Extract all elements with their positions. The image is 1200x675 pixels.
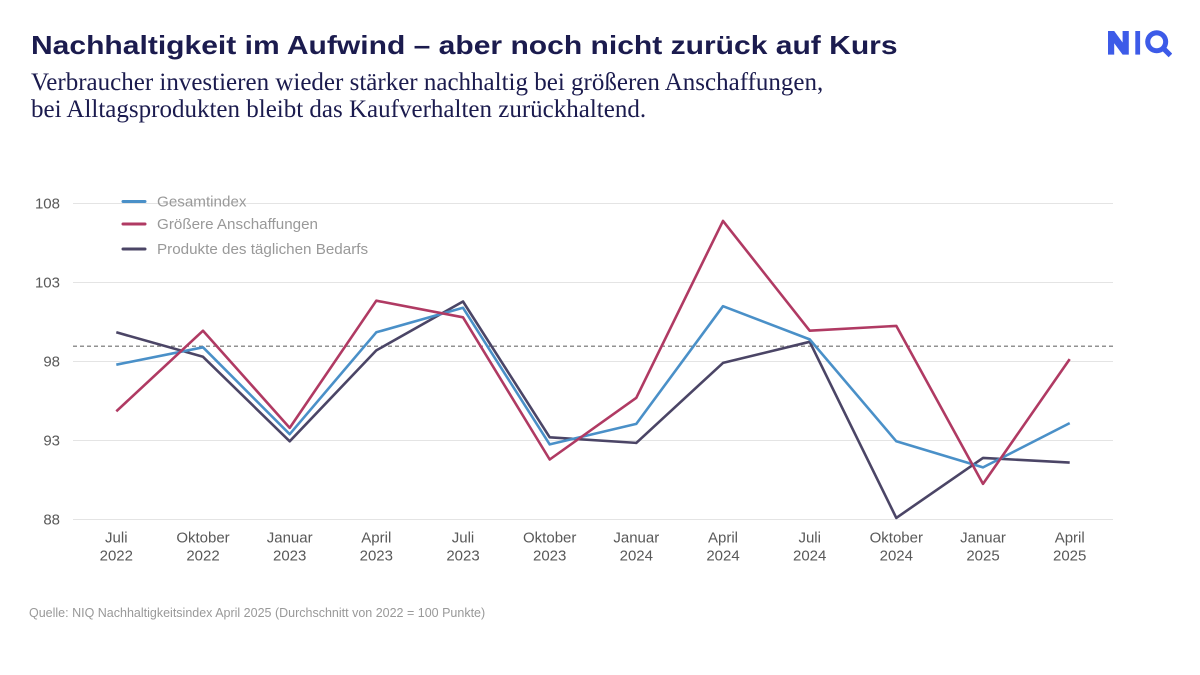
svg-text:April: April xyxy=(361,530,391,547)
svg-text:2023: 2023 xyxy=(360,548,393,565)
svg-text:Juli: Juli xyxy=(105,530,128,547)
svg-text:2024: 2024 xyxy=(706,548,739,565)
svg-text:Oktober: Oktober xyxy=(870,530,923,547)
svg-text:2024: 2024 xyxy=(620,548,653,565)
svg-text:2023: 2023 xyxy=(446,548,479,565)
svg-text:2024: 2024 xyxy=(793,548,826,565)
svg-text:88: 88 xyxy=(43,512,60,529)
svg-text:2022: 2022 xyxy=(186,548,219,565)
svg-text:2025: 2025 xyxy=(966,548,999,565)
svg-text:2023: 2023 xyxy=(273,548,306,565)
svg-text:April: April xyxy=(1055,530,1085,547)
svg-text:Januar: Januar xyxy=(267,530,313,547)
svg-text:Juli: Juli xyxy=(798,530,821,547)
svg-text:April: April xyxy=(708,530,738,547)
svg-text:Quelle: NIQ Nachhaltigkeitsind: Quelle: NIQ Nachhaltigkeitsindex April 2… xyxy=(29,606,485,620)
svg-text:Oktober: Oktober xyxy=(176,530,229,547)
svg-text:Größere Anschaffungen: Größere Anschaffungen xyxy=(157,216,318,233)
svg-text:Januar: Januar xyxy=(613,530,659,547)
svg-text:Gesamtindex: Gesamtindex xyxy=(157,194,247,211)
svg-text:93: 93 xyxy=(43,433,60,450)
svg-text:Produkte des täglichen Bedarfs: Produkte des täglichen Bedarfs xyxy=(157,241,368,258)
svg-text:103: 103 xyxy=(35,275,60,292)
svg-text:2025: 2025 xyxy=(1053,548,1086,565)
svg-text:2022: 2022 xyxy=(100,548,133,565)
svg-text:2023: 2023 xyxy=(533,548,566,565)
svg-text:2024: 2024 xyxy=(880,548,913,565)
svg-text:Juli: Juli xyxy=(452,530,475,547)
svg-text:Januar: Januar xyxy=(960,530,1006,547)
svg-text:108: 108 xyxy=(35,196,60,213)
svg-text:98: 98 xyxy=(43,354,60,371)
svg-text:Oktober: Oktober xyxy=(523,530,576,547)
